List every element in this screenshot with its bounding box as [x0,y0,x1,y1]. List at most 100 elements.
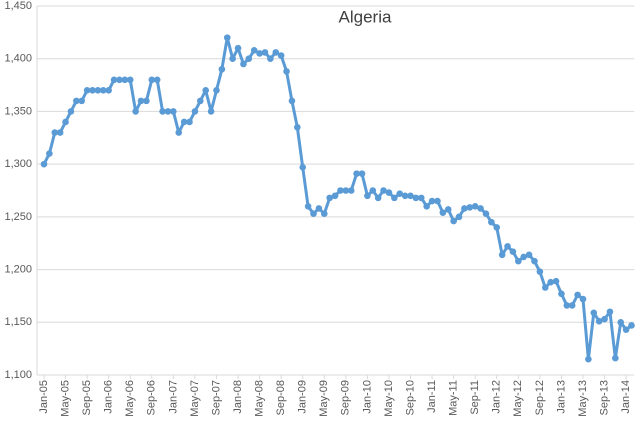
marker [353,170,360,177]
marker [186,118,193,126]
marker [347,187,355,194]
x-tick-label: Sep-06 [146,380,158,415]
marker [590,309,598,317]
marker [331,192,339,200]
marker [563,302,571,309]
marker [337,187,344,194]
marker [137,97,145,105]
marker [202,87,209,94]
marker [401,192,409,200]
x-tick-label: May-09 [318,380,330,417]
marker [520,253,528,261]
marker [175,129,183,136]
marker [374,194,382,202]
x-tick-label: May-06 [124,380,136,417]
marker [197,97,204,105]
marker [83,87,91,94]
x-tick-label: Jan-06 [103,380,115,414]
marker [277,52,285,59]
marker [541,284,549,291]
marker [428,197,436,205]
marker [385,189,393,196]
marker [509,248,517,255]
marker [46,150,53,157]
y-tick-label: 1,400 [4,53,32,65]
marker [364,192,371,200]
marker [94,87,102,94]
marker [547,278,554,286]
marker [234,44,242,52]
x-tick-label: May-07 [189,380,201,417]
marker [116,76,123,84]
marker [40,160,48,168]
x-tick-label: Jan-08 [232,380,244,414]
marker [412,194,420,202]
x-tick-label: Jan-11 [426,380,438,413]
marker [299,164,307,171]
marker [488,218,495,226]
marker [444,206,452,213]
marker [207,108,215,115]
marker [89,87,96,94]
marker [391,194,398,202]
marker [617,318,625,326]
y-tick-label: 1,150 [4,316,32,328]
line [42,36,633,361]
marker [477,205,484,212]
marker [606,308,614,316]
marker [558,290,565,298]
marker [326,194,333,202]
marker [73,97,80,105]
marker [461,205,468,212]
marker [423,203,430,210]
x-tick-label: Sep-13 [598,380,610,415]
chart-title: Algeria [339,7,392,26]
marker [159,108,166,115]
y-tick-label: 1,300 [4,158,32,170]
marker [380,187,387,194]
y-tick-label: 1,350 [4,105,32,117]
marker [504,243,511,250]
marker [310,210,317,217]
x-tick-label: Sep-05 [81,380,93,415]
x-tick-label: Jan-09 [297,380,309,414]
marker [358,170,366,177]
x-tick-label: May-11 [448,380,460,416]
marker [434,197,441,205]
marker [574,291,581,299]
marker [67,108,75,115]
y-tick-label: 1,250 [4,211,32,223]
x-tick-label: Sep-11 [469,380,481,415]
marker [595,317,603,325]
marker [213,87,220,94]
y-tick-label: 1,450 [4,0,32,12]
marker [180,118,188,126]
marker [515,257,522,265]
marker [229,55,236,63]
x-tick-label: Jan-10 [361,380,373,414]
x-tick-label: May-05 [59,380,71,417]
marker [110,76,118,84]
marker [170,108,177,115]
marker [218,65,226,73]
marker [164,108,172,115]
marker [132,108,139,115]
marker [320,210,328,217]
marker [148,76,156,84]
x-tick-label: Jan-12 [491,380,503,414]
marker [493,224,501,231]
marker [531,257,538,265]
marker [498,251,506,259]
marker [283,68,290,75]
marker [294,123,301,131]
marker [99,87,107,94]
marker [121,76,129,84]
marker [272,49,280,56]
marker [612,354,619,362]
marker [439,209,447,216]
marker [78,97,86,105]
marker [261,49,269,56]
marker [304,203,312,210]
x-tick-label: Sep-12 [534,380,546,415]
x-tick-label: Jan-13 [555,380,567,414]
